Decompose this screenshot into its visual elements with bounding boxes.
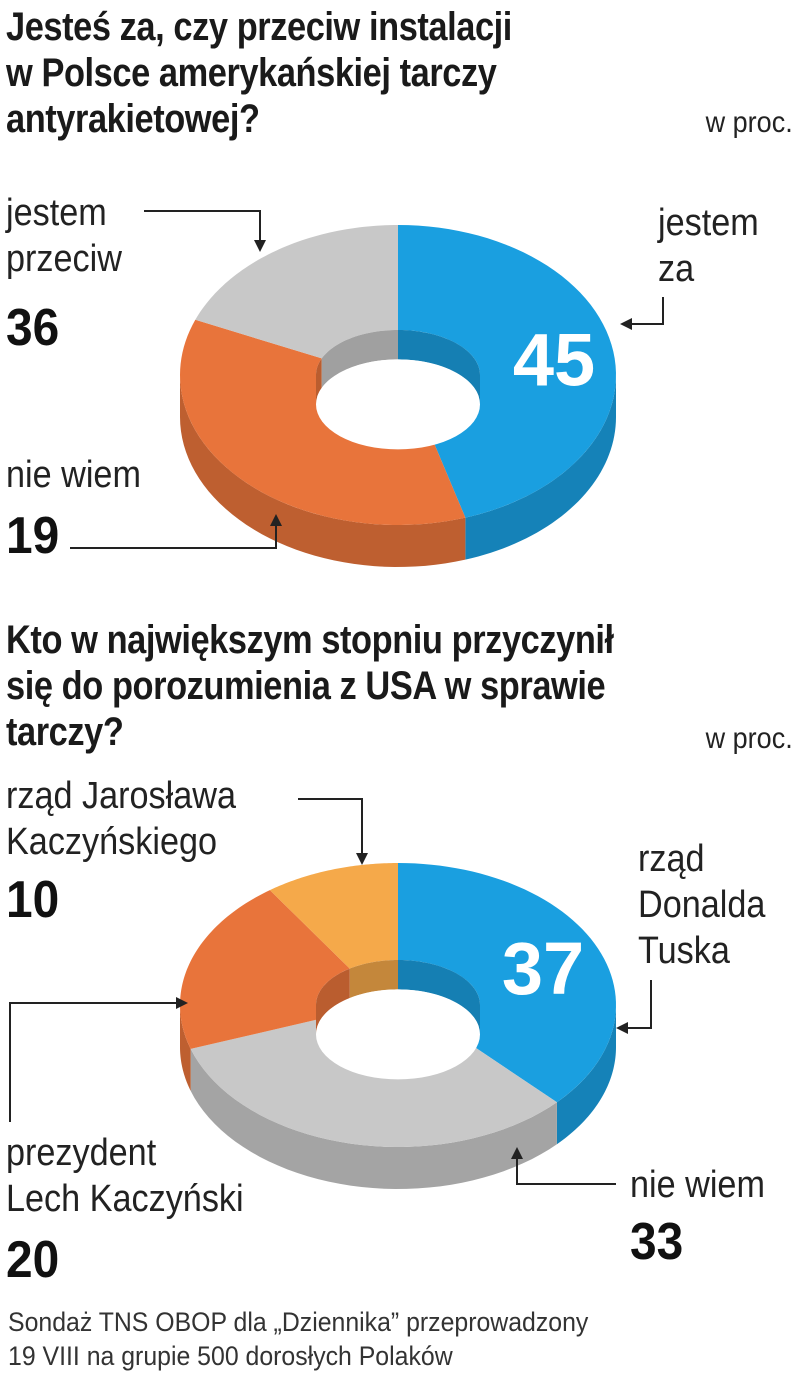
chart1-hole-floor <box>316 359 480 450</box>
chart2-slice-3 <box>180 890 350 1049</box>
chart2-slice-inner-3-1 <box>316 968 350 1035</box>
chart2-label-lk-line-1: prezydent <box>6 1132 157 1174</box>
chart2-label-tusk-line-1: rząd <box>638 838 705 880</box>
chart2-slice-1 <box>398 863 616 1103</box>
chart1-donut: 45 <box>180 225 616 567</box>
source-note-line-1: Sondaż TNS OBOP dla „Dziennika” przeprow… <box>8 1307 589 1337</box>
chart2-hole-floor <box>316 989 480 1080</box>
chart2-title-line-3: tarczy? <box>6 710 124 754</box>
chart1-slice-side-1 <box>465 375 616 560</box>
chart2-value-lk: 20 <box>6 1231 60 1289</box>
source-note-line-2: 19 VIII na grupie 500 dorosłych Polaków <box>8 1341 453 1371</box>
chart1-label-przeciw: jestem przeciw <box>6 190 122 282</box>
chart1-slice-inner-1-0 <box>398 330 480 405</box>
chart1-slice-3 <box>195 225 398 359</box>
chart1-value-nie-wiem: 19 <box>6 507 60 565</box>
chart2-label-tusk-line-3: Tuska <box>638 930 730 972</box>
chart1-label-za: jestem za <box>658 200 759 292</box>
chart2-label-jk-line-1: rząd Jarosława <box>6 775 237 817</box>
chart2-value-label-1: 37 <box>502 927 584 1010</box>
chart1-slice-inner-3-1 <box>321 330 398 388</box>
chart2-unit: w proc. <box>705 722 793 755</box>
chart2-slice-side-3 <box>180 1005 191 1091</box>
chart2-value-jk: 10 <box>6 871 60 929</box>
chart1-title: Jesteś za, czy przeciw instalacji w Pols… <box>6 4 763 142</box>
chart2-title: Kto w największym stopniu przyczynił się… <box>6 617 763 755</box>
chart2-slice-inner-1-0 <box>398 960 480 1035</box>
chart1-slice-side-2 <box>180 375 466 567</box>
chart2-title-line-1: Kto w największym stopniu przyczynił <box>6 618 614 662</box>
chart1-label-przeciw-line-2: przeciw <box>6 238 122 280</box>
chart2-value-nie-wiem: 33 <box>630 1213 684 1271</box>
chart1-label-nie-wiem: nie wiem <box>6 454 141 496</box>
chart1-label-przeciw-line-1: jestem <box>6 192 107 234</box>
chart1-value-label-1: 45 <box>513 319 595 402</box>
chart1-label-za-line-2: za <box>658 248 695 290</box>
chart1-title-line-2: w Polsce amerykańskiej tarczy <box>6 51 497 95</box>
chart1-slice-2 <box>180 319 466 525</box>
chart2-donut: 37 <box>180 863 616 1189</box>
chart1-title-line-3: antyrakietowej? <box>6 97 260 141</box>
chart2-slice-side-2 <box>190 1048 557 1189</box>
chart1-unit: w proc. <box>705 106 793 139</box>
chart2-label-tusk-line-2: Donalda <box>638 884 766 926</box>
chart1-slice-1 <box>398 225 616 518</box>
source-note: Sondaż TNS OBOP dla „Dziennika” przeprow… <box>8 1305 799 1373</box>
chart2-slice-inner-4-1 <box>349 960 398 998</box>
chart2-label-jk: rząd Jarosława Kaczyńskiego <box>6 773 236 865</box>
chart2-label-lk: prezydent Lech Kaczyński <box>6 1130 244 1222</box>
chart2-title-line-2: się do porozumienia z USA w sprawie <box>6 664 606 708</box>
chart2-label-lk-line-2: Lech Kaczyński <box>6 1178 244 1220</box>
chart2-label-tusk: rząd Donalda Tuska <box>638 836 765 974</box>
chart2-label-jk-line-2: Kaczyńskiego <box>6 821 218 863</box>
chart1-label-za-line-1: jestem <box>658 202 759 244</box>
chart2-slice-4 <box>269 863 398 969</box>
chart2-label-nie-wiem: nie wiem <box>630 1164 765 1206</box>
chart1-title-line-1: Jesteś za, czy przeciw instalacji <box>6 5 512 49</box>
chart1-slice-inner-2-1 <box>316 358 322 405</box>
chart1-value-przeciw: 36 <box>6 299 60 357</box>
chart2-slice-side-1 <box>556 1005 616 1145</box>
